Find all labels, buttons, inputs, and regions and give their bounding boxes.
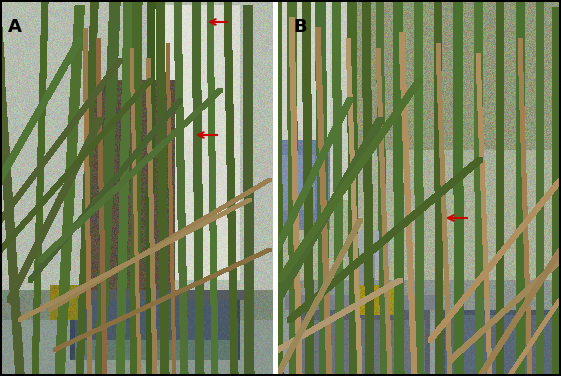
Text: B: B xyxy=(293,18,307,36)
Text: A: A xyxy=(8,18,22,36)
